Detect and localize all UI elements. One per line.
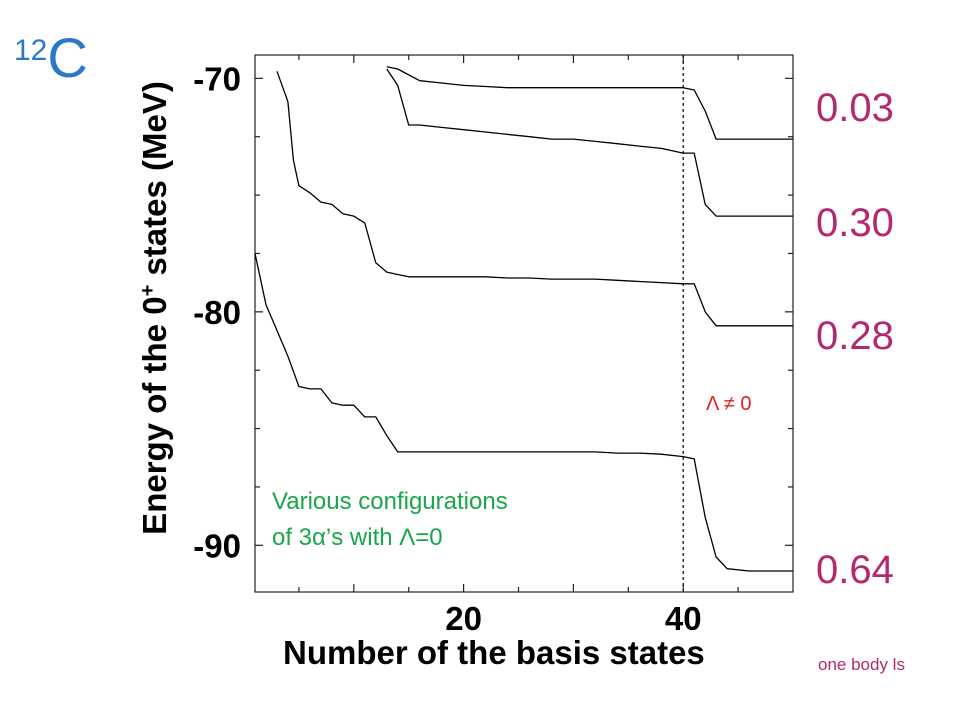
isotope-mass: 12 (14, 34, 48, 67)
side-value-1: 0.03 (816, 86, 894, 130)
x-tick-label: 20 (445, 600, 482, 637)
x-axis-label: Number of the basis states (283, 634, 705, 671)
configurations-annotation-line-1: Various configurations (272, 488, 508, 515)
energy-series (254, 66, 793, 572)
side-value-2: 0.30 (816, 201, 894, 245)
isotope-symbol: C (47, 26, 88, 89)
configurations-annotation: Various configurations of 3α’s with Λ=0 (272, 484, 508, 556)
y-tick-label: -70 (193, 60, 241, 97)
axis-ticks (255, 55, 793, 592)
y-axis-label-suffix: states (MeV) (136, 81, 173, 285)
side-value-3: 0.28 (816, 314, 894, 358)
energy-level-line-2 (276, 71, 793, 327)
axis-tick-labels: 20 40 -70 -80 -90 (193, 60, 701, 637)
configurations-annotation-line-2: of 3α’s with Λ=0 (272, 524, 443, 551)
y-axis-label-sup: + (137, 284, 159, 297)
y-tick-label: -80 (193, 294, 241, 331)
energy-level-line-4 (386, 66, 793, 140)
side-value-4: 0.64 (816, 548, 894, 592)
isotope-label: 12C (14, 30, 88, 86)
footnote: one body ls (818, 655, 905, 674)
y-axis-label-prefix: Energy of the 0 (136, 296, 173, 535)
energy-level-line-1 (254, 253, 793, 572)
y-axis-label: Energy of the 0+ states (MeV) (136, 81, 174, 535)
y-tick-label: -90 (193, 527, 241, 564)
lambda-nonzero-annotation: Λ ≠ 0 (706, 393, 752, 415)
energy-level-line-3 (386, 68, 793, 217)
plot-frame (254, 54, 794, 593)
x-tick-label: 40 (665, 600, 702, 637)
